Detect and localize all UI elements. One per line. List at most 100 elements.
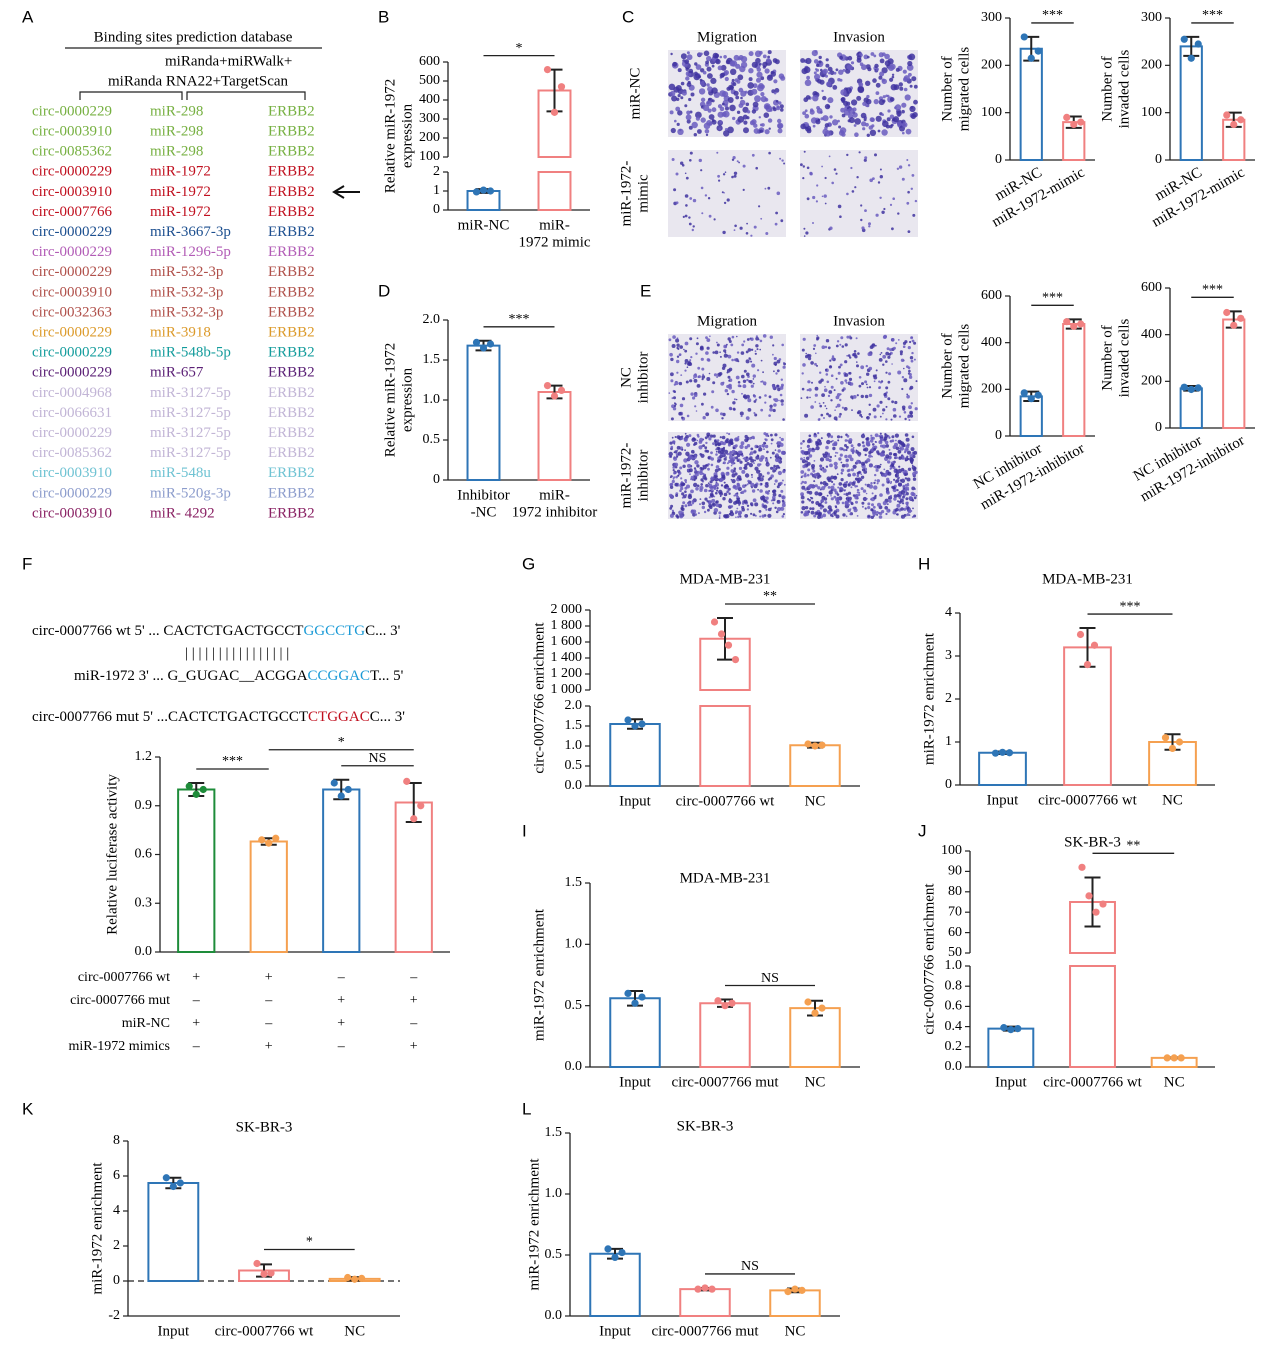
cell bbox=[910, 336, 914, 340]
cell bbox=[907, 457, 910, 461]
cell bbox=[826, 81, 832, 87]
cell bbox=[812, 124, 816, 128]
cell bbox=[891, 464, 895, 468]
cell bbox=[864, 209, 867, 213]
cell bbox=[726, 490, 730, 493]
cell bbox=[886, 503, 889, 505]
cell bbox=[715, 482, 719, 487]
cell bbox=[689, 197, 693, 200]
y-tick-label: 0 bbox=[1155, 420, 1162, 435]
cell bbox=[700, 186, 704, 190]
cell bbox=[879, 353, 882, 356]
cell bbox=[740, 351, 745, 355]
cell bbox=[800, 495, 805, 500]
cell bbox=[706, 55, 712, 62]
cell bbox=[829, 359, 832, 362]
cell bbox=[911, 76, 917, 82]
cell bbox=[803, 235, 806, 237]
cell bbox=[673, 476, 676, 479]
cell bbox=[668, 392, 671, 394]
cell bbox=[735, 95, 740, 100]
data-point bbox=[258, 836, 266, 844]
cell bbox=[689, 151, 693, 155]
cell bbox=[821, 495, 826, 500]
cell bbox=[710, 463, 714, 467]
cell bbox=[705, 351, 709, 355]
cell bbox=[911, 435, 915, 439]
cell bbox=[712, 381, 716, 385]
cell bbox=[755, 57, 761, 64]
cell bbox=[837, 486, 840, 489]
cell bbox=[705, 441, 708, 445]
cell bbox=[885, 487, 890, 491]
cell bbox=[733, 456, 736, 459]
cell bbox=[772, 466, 776, 470]
cell bbox=[850, 166, 853, 170]
cell bbox=[750, 384, 754, 388]
cell bbox=[804, 451, 809, 456]
cell bbox=[823, 484, 827, 488]
cell bbox=[703, 488, 708, 493]
cell bbox=[832, 85, 838, 90]
y-tick-label: 400 bbox=[1141, 327, 1162, 342]
cell bbox=[824, 501, 828, 504]
cell bbox=[734, 224, 737, 228]
cell bbox=[730, 505, 734, 508]
micrograph-bg bbox=[800, 150, 918, 237]
text-line: Number of bbox=[1100, 56, 1116, 121]
cell bbox=[701, 501, 706, 506]
cell bbox=[899, 446, 905, 451]
cell bbox=[692, 437, 696, 441]
cell bbox=[744, 473, 750, 478]
y-tick-label: 200 bbox=[981, 382, 1002, 397]
cell bbox=[812, 95, 819, 102]
y-tick-label: 100 bbox=[941, 843, 962, 858]
cell bbox=[748, 51, 754, 57]
cell bbox=[759, 515, 762, 518]
cell bbox=[692, 509, 697, 514]
cell bbox=[894, 104, 902, 111]
cell bbox=[834, 409, 836, 412]
cell bbox=[910, 447, 915, 452]
cell bbox=[681, 90, 687, 96]
cell bbox=[879, 471, 883, 475]
cell bbox=[717, 450, 722, 454]
cell bbox=[813, 71, 817, 75]
cell bbox=[822, 115, 829, 122]
cell bbox=[741, 506, 743, 509]
cell bbox=[846, 469, 850, 473]
cell bbox=[841, 113, 846, 118]
cell bbox=[780, 403, 784, 406]
cell bbox=[722, 497, 726, 501]
cell bbox=[723, 353, 728, 358]
cell bbox=[814, 484, 818, 488]
cell bbox=[724, 103, 728, 108]
y-axis-label: Relative miR-1972expression bbox=[383, 79, 416, 194]
cell bbox=[750, 234, 753, 237]
cell bbox=[803, 457, 805, 459]
cell bbox=[893, 494, 898, 498]
cell bbox=[752, 378, 755, 380]
cell bbox=[710, 405, 714, 409]
cell bbox=[838, 482, 843, 486]
cell bbox=[749, 456, 753, 460]
chart-title: SK-BR-3 bbox=[1064, 834, 1121, 850]
cell bbox=[779, 481, 783, 485]
cell bbox=[805, 126, 809, 130]
cell bbox=[774, 506, 777, 509]
cell bbox=[699, 80, 705, 86]
cell bbox=[762, 381, 767, 386]
cell bbox=[810, 497, 814, 500]
cell bbox=[675, 338, 680, 343]
cell bbox=[884, 53, 890, 60]
cell bbox=[742, 164, 746, 168]
cell bbox=[903, 87, 908, 92]
y-tick-label: 1.0 bbox=[565, 738, 583, 753]
data-point bbox=[550, 392, 559, 400]
cell bbox=[851, 409, 853, 411]
cell bbox=[719, 120, 723, 124]
micrograph bbox=[800, 50, 918, 137]
cell bbox=[835, 172, 838, 175]
cell bbox=[822, 95, 827, 101]
cell bbox=[899, 350, 904, 354]
